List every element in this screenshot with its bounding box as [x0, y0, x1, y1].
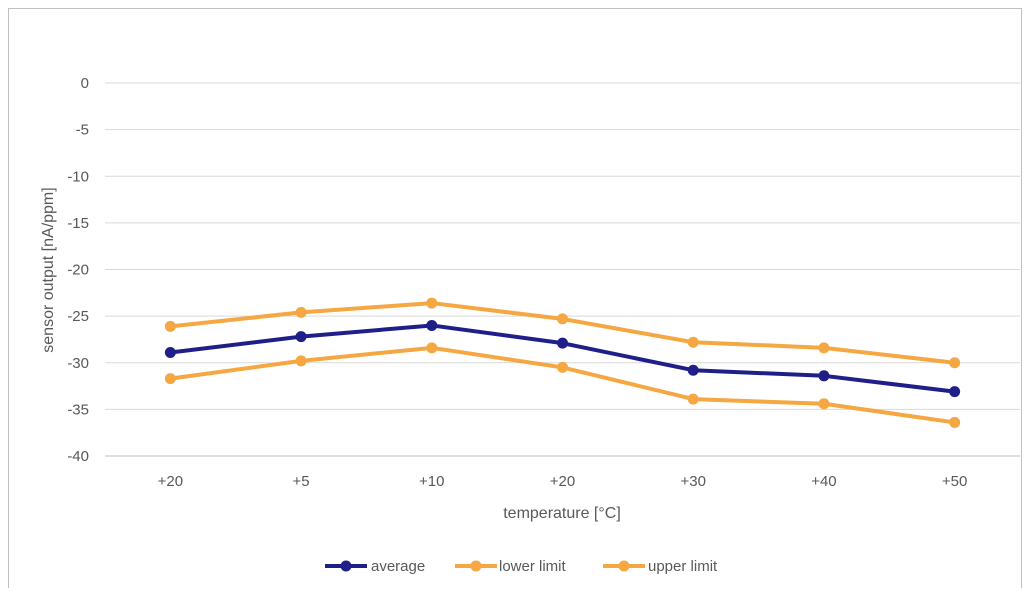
- data-point: [818, 342, 830, 354]
- x-tick-label: +10: [419, 473, 444, 490]
- series-lower-limit: [164, 342, 961, 428]
- series-line: [170, 301, 955, 365]
- data-point: [818, 370, 830, 382]
- legend-label: average: [371, 558, 425, 575]
- x-tick-label: +5: [293, 473, 310, 490]
- data-point: [949, 386, 961, 398]
- y-tick-label: 0: [81, 75, 89, 92]
- y-tick-label: -40: [67, 448, 89, 465]
- legend: average lower limit upper limit: [325, 558, 718, 575]
- data-point: [687, 364, 699, 376]
- data-point: [818, 398, 830, 410]
- data-point: [557, 361, 568, 373]
- legend-swatch-marker: [618, 560, 630, 572]
- gridlines: [105, 82, 1020, 457]
- y-tick-label: -5: [76, 122, 89, 139]
- legend-item: upper limit: [603, 558, 718, 575]
- data-point: [687, 336, 699, 348]
- x-tick-labels: +20 +5 +10 +20 +30 +40 +50: [158, 473, 968, 490]
- series-average: [164, 319, 961, 398]
- y-tick-label: -15: [67, 215, 89, 232]
- x-tick-label: +30: [680, 473, 705, 490]
- series-upper-limit: [164, 297, 961, 369]
- legend-label: lower limit: [499, 558, 567, 575]
- legend-swatch-marker: [470, 560, 482, 572]
- chart-frame: [8, 8, 1022, 588]
- y-tick-label: -10: [67, 168, 89, 185]
- data-point: [557, 313, 568, 325]
- data-point: [687, 393, 699, 405]
- legend-label: upper limit: [648, 558, 718, 575]
- data-point: [426, 319, 438, 331]
- series-line: [170, 323, 955, 394]
- y-axis-title: sensor output [nA/ppm]: [40, 187, 57, 352]
- y-tick-label: -20: [67, 262, 89, 279]
- y-tick-label: -35: [67, 401, 89, 418]
- data-point: [295, 306, 307, 318]
- x-tick-label: +50: [942, 473, 967, 490]
- data-point: [164, 320, 176, 332]
- legend-item: average: [325, 558, 425, 575]
- x-tick-label: +20: [550, 473, 575, 490]
- data-point: [164, 346, 176, 358]
- series-line: [170, 345, 955, 425]
- series-layer: [164, 297, 961, 428]
- y-tick-labels: 0 -5 -10 -15 -20 -25 -30 -35 -40: [67, 75, 89, 465]
- x-tick-label: +40: [811, 473, 836, 490]
- x-axis-title: temperature [°C]: [503, 505, 621, 522]
- data-point: [949, 416, 961, 428]
- data-point: [164, 373, 176, 385]
- data-point: [295, 355, 307, 367]
- x-tick-label: +20: [158, 473, 183, 490]
- data-point: [949, 357, 961, 369]
- data-point: [557, 337, 568, 349]
- y-tick-label: -30: [67, 355, 89, 372]
- legend-swatch-marker: [340, 560, 352, 572]
- data-point: [426, 342, 438, 354]
- y-tick-label: -25: [67, 308, 89, 325]
- legend-item: lower limit: [455, 558, 567, 575]
- data-point: [295, 331, 307, 343]
- data-point: [426, 297, 438, 309]
